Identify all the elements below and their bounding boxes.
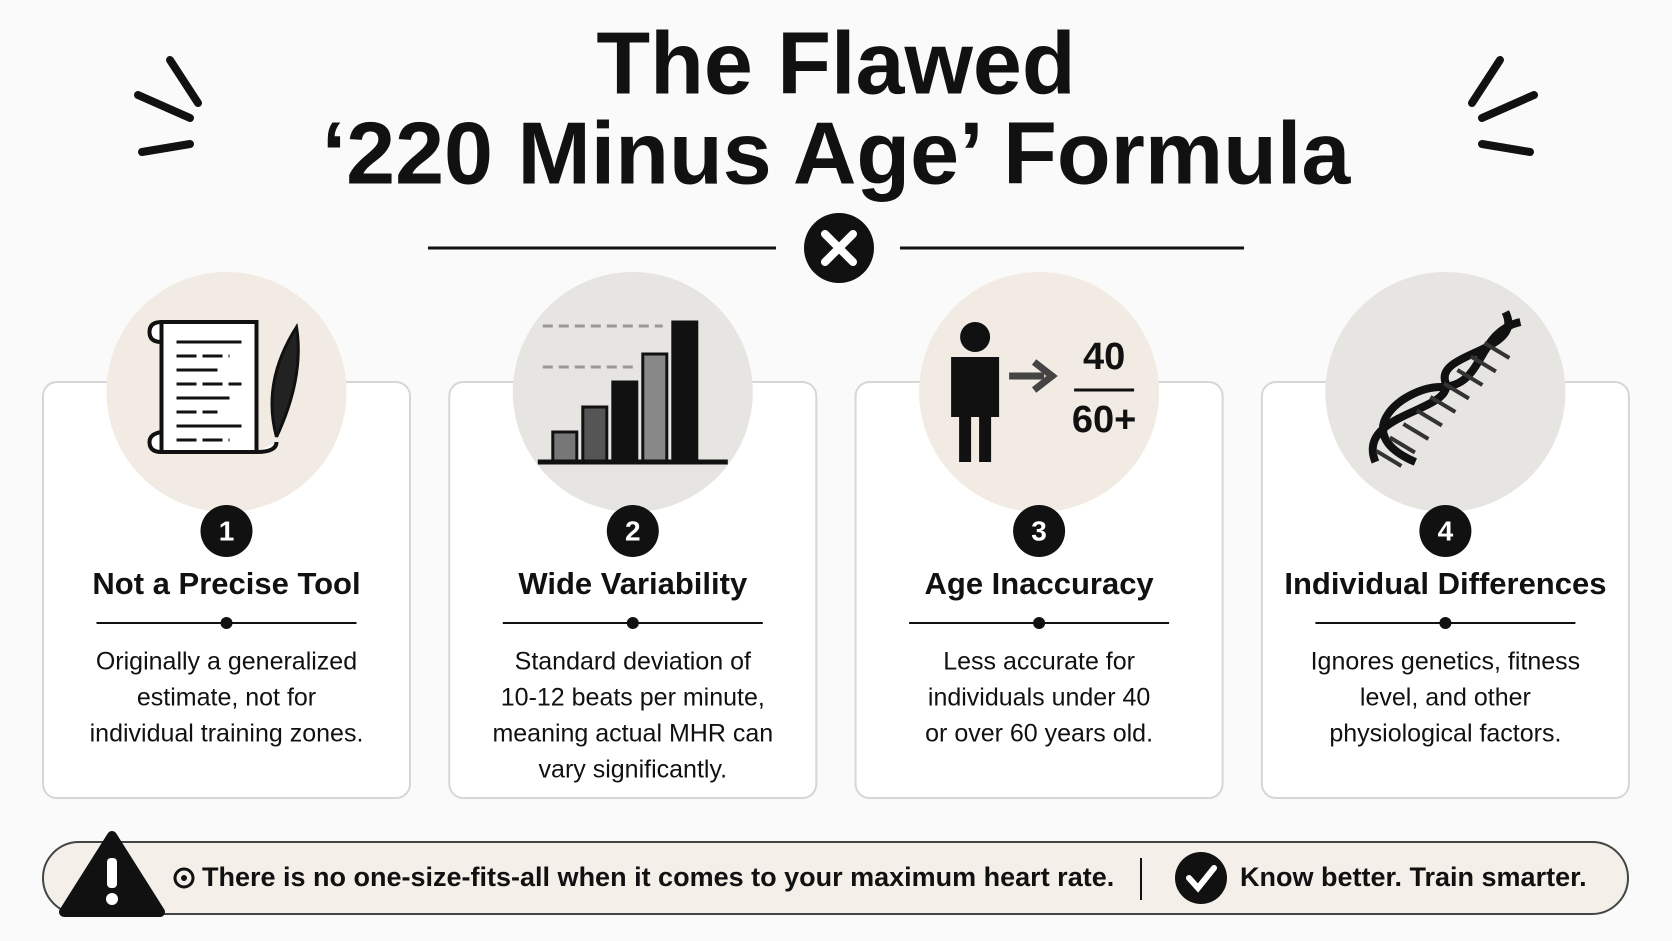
card: 4 Individual Differences Ignores genetics,…	[1260, 272, 1630, 799]
number-badge	[606, 505, 659, 557]
card-heading: Individual Differences	[1284, 566, 1606, 601]
dna-strand	[1379, 318, 1522, 466]
motto-text: Know better. Train smarter.	[1240, 862, 1587, 892]
bar-icon	[581, 405, 609, 464]
card-text: estimate, not for	[137, 684, 316, 712]
divider-dot	[626, 617, 639, 629]
bar-icon	[641, 352, 669, 464]
card-text: Originally a generalized	[96, 648, 357, 676]
card-text: vary significantly.	[539, 756, 728, 784]
card-heading: Wide Variability	[518, 566, 748, 601]
divider-dot	[1439, 617, 1452, 629]
card-text: individual training zones.	[90, 720, 364, 748]
dna-rung	[1483, 341, 1511, 360]
dna-rung	[1388, 435, 1416, 455]
arrow-icon	[1009, 359, 1058, 393]
card: 2 Wide Variability Standard deviation of 10…	[448, 272, 818, 799]
card-heading: Age Inaccuracy	[925, 566, 1155, 601]
bar-icon	[551, 430, 579, 464]
dna-rung	[1375, 449, 1403, 468]
card-text: Less accurate for	[943, 648, 1135, 676]
card-text: Standard deviation of	[515, 648, 751, 676]
card-heading: Not a Precise Tool	[92, 566, 360, 601]
divider-dot	[1033, 617, 1046, 629]
quill-icon	[270, 322, 300, 438]
card-text: physiological factors.	[1329, 720, 1561, 748]
dna-rung	[1469, 354, 1497, 374]
card-number: 4	[1438, 515, 1454, 546]
number-badge	[200, 505, 253, 557]
person-body	[951, 357, 1000, 462]
title-line: The Flawed	[596, 13, 1075, 112]
card-number: 1	[219, 515, 235, 546]
dna-rung	[1456, 368, 1484, 387]
person-head	[960, 322, 991, 352]
bar-icon	[671, 320, 699, 464]
bar-icon	[611, 380, 639, 464]
title-divider	[428, 213, 1244, 283]
footer	[42, 831, 1629, 917]
warning-text: There is no one-size-fits-all when it co…	[202, 862, 1114, 892]
divider-dot	[220, 617, 233, 629]
card-number: 3	[1031, 515, 1047, 546]
card-text: level, and other	[1360, 684, 1531, 712]
cards: 1 Not a Precise Tool Originally a generali…	[42, 272, 1630, 799]
dna-rung	[1402, 422, 1430, 441]
card-text: meaning actual MHR can	[492, 720, 773, 748]
sparkles	[134, 56, 1538, 156]
number-badge	[1419, 505, 1472, 557]
card-text: Ignores genetics, fitness	[1311, 648, 1581, 676]
dna-rung	[1442, 381, 1470, 401]
number-badge	[1013, 505, 1066, 557]
dna-rung	[1429, 395, 1457, 414]
icon-label: 40	[1083, 336, 1125, 378]
card-text: 10-12 beats per minute,	[501, 684, 765, 712]
icon-label: 60+	[1072, 399, 1136, 441]
card-text: individuals under 40	[928, 684, 1150, 712]
dna-rung	[1415, 408, 1443, 428]
card: 1 Not a Precise Tool Originally a generali…	[42, 272, 411, 799]
card-text: or over 60 years old.	[925, 720, 1153, 748]
card: 40 60+ 3 Age Inaccuracy Less accurate for ind…	[854, 272, 1224, 799]
title-line: ‘220 Minus Age’ Formula	[322, 103, 1352, 202]
card-number: 2	[625, 515, 641, 546]
